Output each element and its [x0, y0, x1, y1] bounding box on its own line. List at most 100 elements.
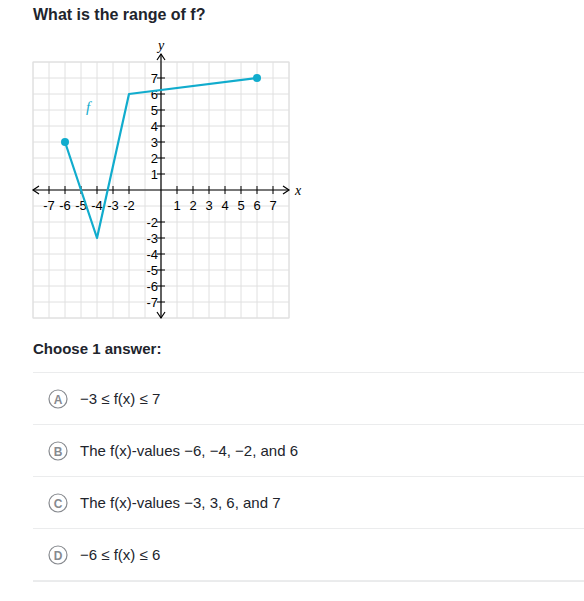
choice-letter: A	[54, 393, 63, 407]
choice-text: −6 ≤ f(x) ≤ 6	[80, 546, 160, 563]
choice-row[interactable]	[33, 529, 584, 581]
endpoint-dot	[253, 74, 261, 82]
function-line	[65, 78, 257, 238]
y-tick-label: -3	[146, 231, 158, 246]
y-tick-label: -2	[146, 215, 158, 230]
choice-text: The f(x)-values −3, 3, 6, and 7	[80, 494, 281, 511]
grid-line-x	[193, 62, 194, 318]
choice-circle[interactable]	[49, 390, 67, 408]
y-tick	[157, 158, 165, 159]
choice-row[interactable]	[33, 425, 584, 477]
grid-line-y	[33, 174, 289, 175]
y-tick	[157, 142, 165, 143]
grid-line-y	[33, 94, 289, 95]
grid-line-y	[33, 142, 289, 143]
grid-line-y	[33, 126, 289, 127]
y-tick-label: 2	[151, 151, 158, 166]
prompt: Choose 1 answer:	[33, 340, 161, 357]
choice[interactable]: A −3 ≤ f(x) ≤ 7	[33, 373, 584, 425]
grid-line-y	[33, 286, 289, 287]
y-tick-label: 4	[151, 119, 158, 134]
grid-line-y	[33, 302, 289, 303]
axis-arrow	[33, 186, 39, 194]
x-tick-label: 6	[253, 198, 260, 213]
y-axis-label: y	[156, 38, 165, 53]
x-tick	[97, 186, 98, 194]
choice-separator	[33, 581, 584, 582]
y-tick-label: 7	[151, 71, 158, 86]
question: What is the range of f?	[33, 6, 205, 23]
x-tick	[113, 186, 114, 194]
y-tick-label: 1	[151, 167, 158, 182]
x-tick-label: 3	[205, 198, 212, 213]
series-label: f	[86, 99, 92, 115]
x-tick-label: -2	[123, 198, 135, 213]
y-tick	[157, 222, 165, 223]
x-tick	[49, 186, 50, 194]
y-tick-label: 5	[151, 103, 158, 118]
grid-line-y	[33, 238, 289, 239]
x-axis-label: x	[294, 183, 302, 198]
y-tick-label: 3	[151, 135, 158, 150]
x-tick	[65, 186, 66, 194]
x-tick-label: 1	[173, 198, 180, 213]
choice-circle[interactable]	[49, 442, 67, 460]
choice-circle[interactable]	[49, 494, 67, 512]
x-tick-label: -3	[107, 198, 119, 213]
x-tick-label: -6	[59, 198, 71, 213]
y-tick	[157, 110, 165, 111]
choice-text: −3 ≤ f(x) ≤ 7	[80, 390, 160, 407]
y-tick	[157, 302, 165, 303]
choice[interactable]: D −6 ≤ f(x) ≤ 6	[33, 529, 584, 581]
y-tick-label: -5	[146, 263, 158, 278]
choice-row[interactable]	[33, 477, 584, 529]
grid-line-y	[33, 110, 289, 111]
y-tick-label: -7	[146, 295, 158, 310]
y-tick	[157, 78, 165, 79]
x-tick-label: 4	[221, 198, 228, 213]
x-tick	[209, 186, 210, 194]
grid-line-y	[33, 254, 289, 255]
y-tick-label: 6	[151, 87, 158, 102]
grid-line-x	[225, 62, 226, 318]
y-tick-label: -4	[146, 247, 158, 262]
x-tick-label: 2	[189, 198, 196, 213]
choice-letter: C	[54, 497, 63, 511]
x-tick	[129, 186, 130, 194]
grid-line-x	[241, 62, 242, 318]
x-tick-label: -7	[43, 198, 55, 213]
grid-line-x	[257, 62, 258, 318]
y-tick	[157, 270, 165, 271]
grid-line-x	[177, 62, 178, 318]
grid-line-x	[209, 62, 210, 318]
axis-arrow	[157, 312, 165, 318]
axis-arrow	[283, 186, 289, 194]
choice-row[interactable]	[33, 373, 584, 425]
x-tick	[241, 186, 242, 194]
grid-line-x	[97, 62, 98, 318]
choice-circle[interactable]	[49, 546, 67, 564]
x-tick	[193, 186, 194, 194]
axis-arrow	[157, 54, 165, 60]
y-tick	[157, 286, 165, 287]
x-tick	[225, 186, 226, 194]
y-tick	[157, 238, 165, 239]
choice[interactable]: B The f(x)-values −6, −4, −2, and 6	[33, 425, 584, 477]
grid-line-y	[33, 270, 289, 271]
y-tick-label: -6	[146, 279, 158, 294]
axes	[33, 54, 289, 318]
choice-letter: B	[54, 445, 63, 459]
y-tick	[157, 94, 165, 95]
y-tick	[157, 254, 165, 255]
choice[interactable]: C The f(x)-values −3, 3, 6, and 7	[33, 477, 584, 529]
x-tick-label: 7	[269, 198, 276, 213]
choice-letter: D	[54, 549, 63, 563]
plot-area	[61, 74, 261, 238]
endpoint-dot	[61, 138, 69, 146]
x-tick	[257, 186, 258, 194]
y-tick	[157, 174, 165, 175]
grid-line-x	[65, 62, 66, 318]
choice-text: The f(x)-values −6, −4, −2, and 6	[80, 442, 298, 459]
x-tick-label: 5	[237, 198, 244, 213]
page: What is the range of f?xy-7-6-5-4-3-2123…	[0, 0, 584, 601]
